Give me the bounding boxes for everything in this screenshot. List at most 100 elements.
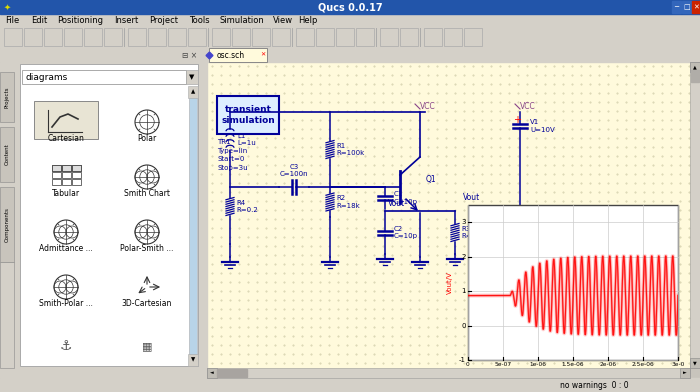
Bar (52, 165, 61, 171)
Text: ◄: ◄ (210, 370, 214, 376)
Text: 3e-0: 3e-0 (671, 362, 685, 367)
Text: VCC: VCC (420, 102, 435, 111)
Bar (691, 70, 699, 82)
Bar (34, 101, 98, 139)
Text: Content: Content (4, 143, 10, 165)
Bar (62, 165, 71, 171)
Bar (209, 48, 267, 62)
Text: ─: ─ (674, 4, 678, 10)
Text: ✦: ✦ (4, 2, 10, 11)
Bar (0, 62, 207, 378)
Text: VCC: VCC (520, 102, 536, 111)
Text: 2e-06: 2e-06 (599, 362, 617, 367)
Bar (22, 70, 186, 84)
Bar (217, 369, 247, 377)
Text: 0: 0 (461, 323, 466, 328)
Bar (188, 28, 206, 46)
Bar (212, 28, 230, 46)
Bar (680, 368, 690, 378)
Bar (682, 1, 691, 13)
Bar (52, 179, 61, 185)
Text: Polar: Polar (137, 134, 157, 143)
Bar (72, 165, 81, 171)
Text: 1e-06: 1e-06 (530, 362, 547, 367)
Text: Vout: Vout (388, 199, 405, 208)
Bar (207, 368, 217, 378)
Bar (380, 28, 398, 46)
Text: Tabular: Tabular (52, 189, 80, 198)
Text: V1
U=10V: V1 U=10V (530, 119, 554, 133)
Bar (692, 1, 700, 13)
Bar (189, 98, 197, 354)
Bar (128, 28, 146, 46)
Text: 1.5e-06: 1.5e-06 (561, 362, 584, 367)
Text: Vout: Vout (463, 193, 480, 202)
Bar (207, 62, 690, 368)
Text: Components: Components (4, 207, 10, 242)
Text: ▼: ▼ (189, 74, 195, 80)
Text: ▲: ▲ (191, 89, 195, 94)
Bar (62, 179, 71, 185)
Text: ⊟ ×: ⊟ × (182, 51, 197, 60)
Text: 0: 0 (466, 362, 470, 367)
Bar (72, 179, 81, 185)
Bar (0, 378, 700, 392)
Text: ✕: ✕ (694, 4, 699, 10)
Text: osc.sch: osc.sch (217, 51, 245, 60)
Text: Q1: Q1 (426, 175, 437, 184)
Bar (336, 28, 354, 46)
Text: ▼: ▼ (693, 361, 697, 365)
Bar (252, 28, 270, 46)
Text: 3D-Cartesian: 3D-Cartesian (122, 298, 172, 307)
Text: 3: 3 (461, 219, 466, 225)
Bar (316, 28, 334, 46)
Text: L1
L=1u: L1 L=1u (237, 133, 256, 146)
Bar (188, 86, 198, 98)
Text: ▲: ▲ (693, 65, 697, 69)
Text: Projects: Projects (4, 86, 10, 108)
Bar (64, 28, 82, 46)
Bar (72, 165, 81, 171)
Text: File: File (5, 16, 20, 25)
Text: ►: ► (683, 370, 687, 376)
Bar (0, 48, 700, 62)
Text: View: View (272, 16, 293, 25)
Text: C3
C=100n: C3 C=100n (280, 163, 308, 177)
Text: -1: -1 (459, 357, 466, 363)
Bar (4, 28, 22, 46)
Bar (0, 127, 14, 182)
Bar (168, 28, 186, 46)
Text: 5e-07: 5e-07 (494, 362, 512, 367)
Bar (207, 368, 690, 378)
Bar (186, 70, 198, 84)
Bar (272, 28, 290, 46)
Text: Edit: Edit (31, 16, 48, 25)
Bar (104, 28, 122, 46)
Bar (84, 28, 102, 46)
Bar (672, 1, 681, 13)
Text: Simulation: Simulation (220, 16, 265, 25)
Bar (356, 28, 374, 46)
Bar (468, 205, 678, 360)
Bar (400, 28, 418, 46)
Text: 2: 2 (461, 254, 466, 260)
Text: Tools: Tools (189, 16, 209, 25)
Bar (232, 28, 250, 46)
Bar (148, 28, 166, 46)
Text: diagrams: diagrams (26, 73, 69, 82)
Text: C1
C=10p: C1 C=10p (394, 191, 418, 205)
Bar (44, 28, 62, 46)
Text: Insert: Insert (115, 16, 139, 25)
Text: Admittance ...: Admittance ... (39, 243, 93, 252)
Text: ⚓: ⚓ (60, 339, 72, 353)
Text: R3
R=1k: R3 R=1k (461, 226, 480, 239)
Text: Smith-Polar ...: Smith-Polar ... (39, 298, 93, 307)
Bar (690, 358, 700, 368)
Text: Qucs 0.0.17: Qucs 0.0.17 (318, 2, 382, 12)
Bar (0, 0, 700, 14)
Bar (0, 187, 14, 262)
Bar (52, 172, 61, 178)
Bar (62, 165, 71, 171)
Text: 1: 1 (461, 288, 466, 294)
Bar (62, 172, 71, 178)
